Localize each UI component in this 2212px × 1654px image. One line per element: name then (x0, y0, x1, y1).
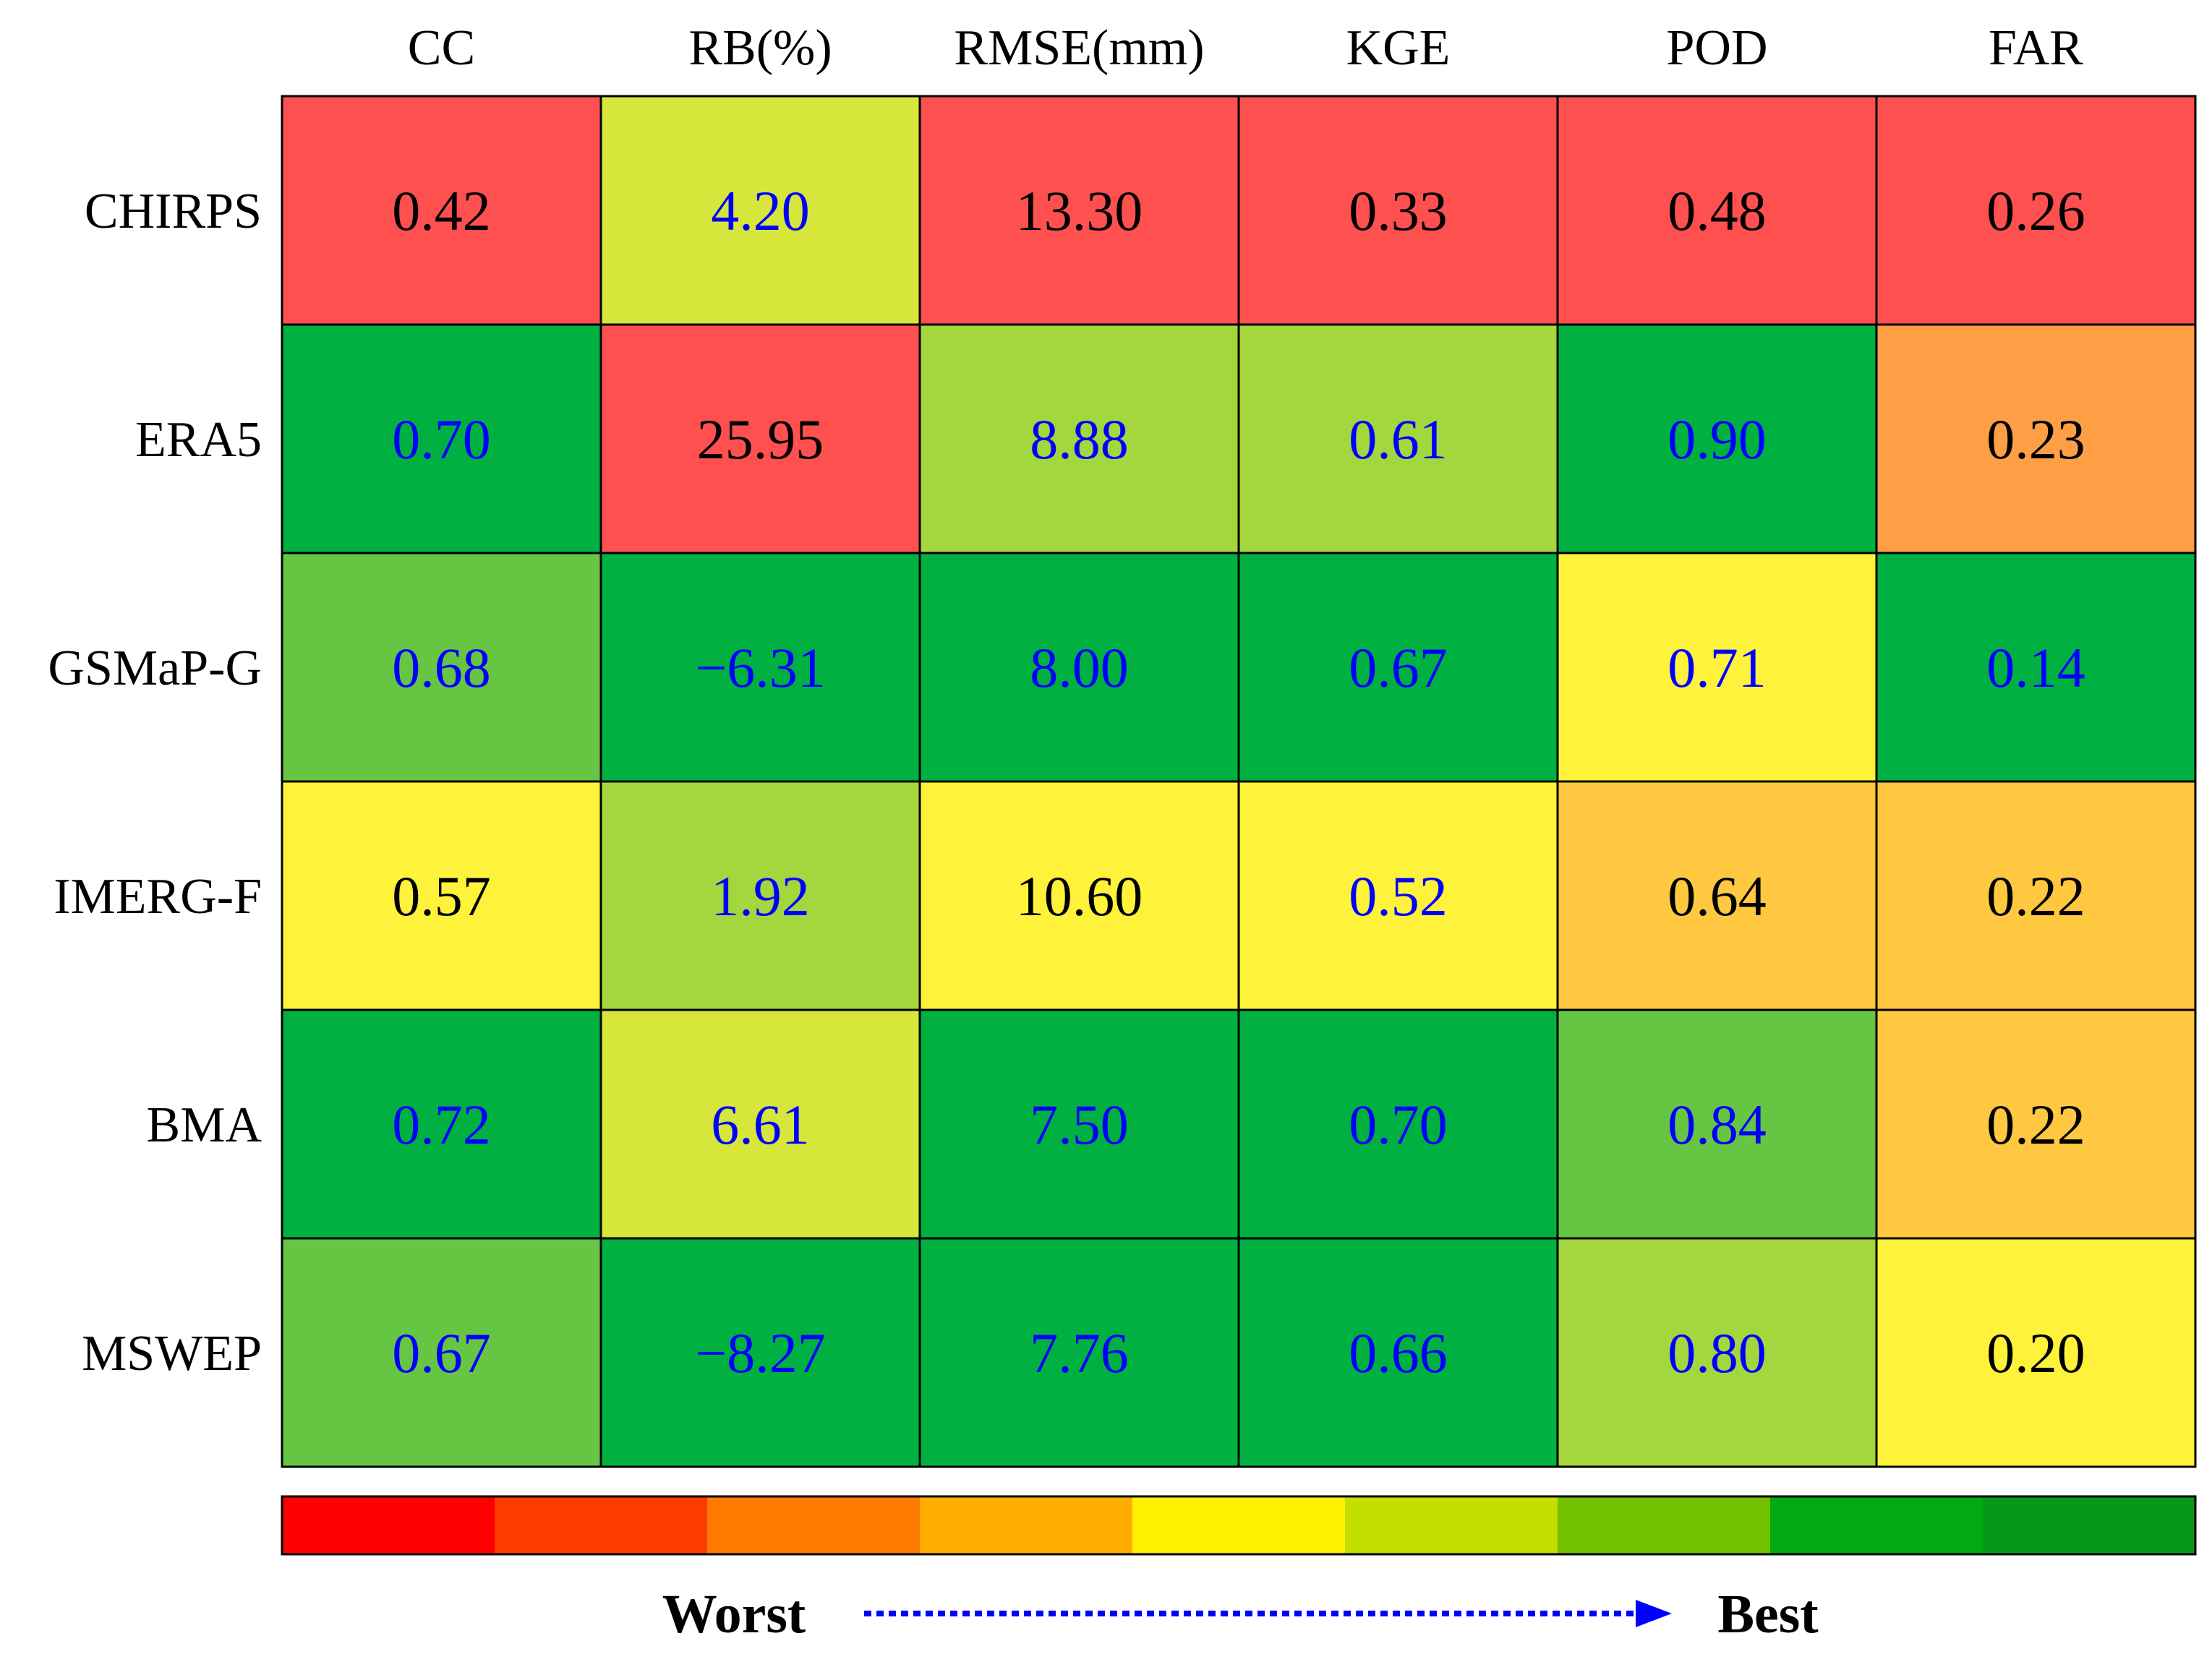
cell-value-gsmap-g-rb: −6.31 (695, 636, 826, 699)
legend-colorbar-border (281, 1495, 2197, 1556)
heatmap-cell-mswep-pod (1556, 1237, 1878, 1468)
heatmap-cell-chirps-far (1875, 95, 2197, 326)
legend-worst-label: Worst (662, 1584, 806, 1645)
cell-value-era5-kge: 0.61 (1349, 408, 1448, 471)
cell-value-chirps-kge: 0.33 (1349, 179, 1448, 242)
cell-value-gsmap-g-kge: 0.67 (1349, 636, 1448, 699)
heatmap-cell-era5-far (1875, 323, 2197, 554)
heatmap-cell-chirps-pod (1556, 95, 1878, 326)
heatmap-cell-era5-kge (1237, 323, 1559, 554)
heatmap-cell-imerg-f-pod (1556, 780, 1878, 1011)
cell-value-imerg-f-rmse-mm: 10.60 (1016, 865, 1143, 927)
cell-value-mswep-pod: 0.80 (1667, 1321, 1767, 1384)
heatmap-cell-chirps-rmse-mm (918, 95, 1240, 326)
heatmap-cell-bma-rmse-mm (918, 1008, 1240, 1240)
cell-value-gsmap-g-far: 0.14 (1986, 636, 2085, 699)
column-label-cc: CC (408, 20, 475, 76)
legend-swatch-4 (920, 1496, 1133, 1554)
legend-swatch-8 (1770, 1496, 1983, 1554)
legend-swatch-1 (282, 1496, 495, 1554)
cell-value-imerg-f-kge: 0.52 (1349, 865, 1448, 927)
column-label-far: FAR (1989, 20, 2083, 76)
cell-value-bma-rb: 6.61 (711, 1093, 810, 1156)
cells-layer (281, 95, 2197, 1468)
cell-value-mswep-rmse-mm: 7.76 (1030, 1321, 1129, 1384)
legend-swatch-5 (1132, 1496, 1346, 1554)
row-label-bma: BMA (147, 1097, 262, 1153)
row-label-mswep: MSWEP (82, 1326, 262, 1381)
heatmap-cell-chirps-cc (281, 95, 602, 326)
column-labels: CC RB(%) RMSE(mm) KGE POD FAR (408, 20, 2083, 76)
row-label-gsmap-g: GSMaP-G (48, 640, 262, 696)
cell-value-era5-far: 0.23 (1986, 408, 2085, 471)
legend-colorbar (281, 1495, 2197, 1556)
heatmap-cell-chirps-rb (599, 95, 921, 326)
cell-value-gsmap-g-rmse-mm: 8.00 (1030, 636, 1129, 699)
cell-value-mswep-far: 0.20 (1986, 1321, 2085, 1384)
cell-value-chirps-rmse-mm: 13.30 (1016, 179, 1143, 242)
cell-value-era5-pod: 0.90 (1667, 408, 1767, 471)
row-labels: CHIRPS ERA5 GSMaP-G IMERG-F BMA MSWEP (48, 184, 262, 1381)
heatmap-cell-bma-pod (1556, 1008, 1878, 1240)
legend-arrow-head-icon (1636, 1600, 1672, 1627)
heatmap-cell-imerg-f-rmse-mm (918, 780, 1240, 1011)
cell-value-era5-rb: 25.95 (697, 408, 824, 471)
row-label-era5: ERA5 (135, 412, 262, 468)
cell-value-gsmap-g-cc: 0.68 (392, 636, 491, 699)
heatmap-cell-mswep-far (1875, 1237, 2197, 1468)
row-label-chirps: CHIRPS (85, 184, 262, 239)
heatmap-cell-mswep-kge (1237, 1237, 1559, 1468)
heatmap-cell-imerg-f-rb (599, 780, 921, 1011)
cell-value-chirps-far: 0.26 (1986, 179, 2085, 242)
cell-value-gsmap-g-pod: 0.71 (1667, 636, 1767, 699)
cell-value-mswep-kge: 0.66 (1349, 1321, 1448, 1384)
cell-value-bma-kge: 0.70 (1349, 1093, 1448, 1156)
values-layer: 0.42 4.20 13.30 0.33 0.48 0.26 0.70 25.95 8.88 0.… (392, 179, 2085, 1384)
heatmap-cell-bma-kge (1237, 1008, 1559, 1240)
heatmap-cell-bma-cc (281, 1008, 602, 1240)
heatmap-cell-bma-far (1875, 1008, 2197, 1240)
column-label-pod: POD (1666, 20, 1767, 76)
legend-swatch-6 (1345, 1496, 1558, 1554)
legend-swatch-2 (495, 1496, 708, 1554)
cell-value-era5-cc: 0.70 (392, 408, 491, 471)
heatmap-cell-era5-rb (599, 323, 921, 554)
row-label-imerg-f: IMERG-F (54, 869, 262, 925)
legend-swatch-9 (1983, 1496, 2196, 1554)
cell-value-imerg-f-rb: 1.92 (711, 865, 810, 927)
column-label-kge: KGE (1346, 20, 1451, 76)
cell-value-bma-cc: 0.72 (392, 1093, 491, 1156)
heatmap-cell-mswep-cc (281, 1237, 602, 1468)
heatmap-cell-gsmap-g-pod (1556, 552, 1878, 783)
cell-value-era5-rmse-mm: 8.88 (1030, 408, 1129, 471)
cell-value-chirps-rb: 4.20 (711, 179, 810, 242)
heatmap-cell-gsmap-g-kge (1237, 552, 1559, 783)
cell-value-imerg-f-far: 0.22 (1986, 865, 2085, 927)
cell-value-bma-far: 0.22 (1986, 1093, 2085, 1156)
heatmap-cell-imerg-f-cc (281, 780, 602, 1011)
cell-value-bma-pod: 0.84 (1667, 1093, 1767, 1156)
heatmap-cell-chirps-kge (1237, 95, 1559, 326)
heatmap-cell-imerg-f-far (1875, 780, 2197, 1011)
heatmap-cell-gsmap-g-rb (599, 552, 921, 783)
legend: Worst Best (281, 1495, 2197, 1645)
heatmap-cell-gsmap-g-rmse-mm (918, 552, 1240, 783)
cell-value-chirps-cc: 0.42 (392, 179, 491, 242)
legend-swatch-3 (707, 1496, 921, 1554)
cell-value-chirps-pod: 0.48 (1667, 179, 1767, 242)
legend-best-label: Best (1717, 1584, 1818, 1645)
column-label-rmse-mm: RMSE(mm) (954, 20, 1204, 76)
cell-value-imerg-f-pod: 0.64 (1667, 865, 1767, 927)
legend-swatch-7 (1558, 1496, 1771, 1554)
cell-value-mswep-rb: −8.27 (695, 1321, 826, 1384)
cell-value-bma-rmse-mm: 7.50 (1030, 1093, 1129, 1156)
column-label-rb: RB(%) (688, 20, 832, 76)
cell-value-imerg-f-cc: 0.57 (392, 865, 491, 927)
heatmap-cell-gsmap-g-far (1875, 552, 2197, 783)
heatmap-cell-imerg-f-kge (1237, 780, 1559, 1011)
heatmap-cell-gsmap-g-cc (281, 552, 602, 783)
cell-value-mswep-cc: 0.67 (392, 1321, 491, 1384)
